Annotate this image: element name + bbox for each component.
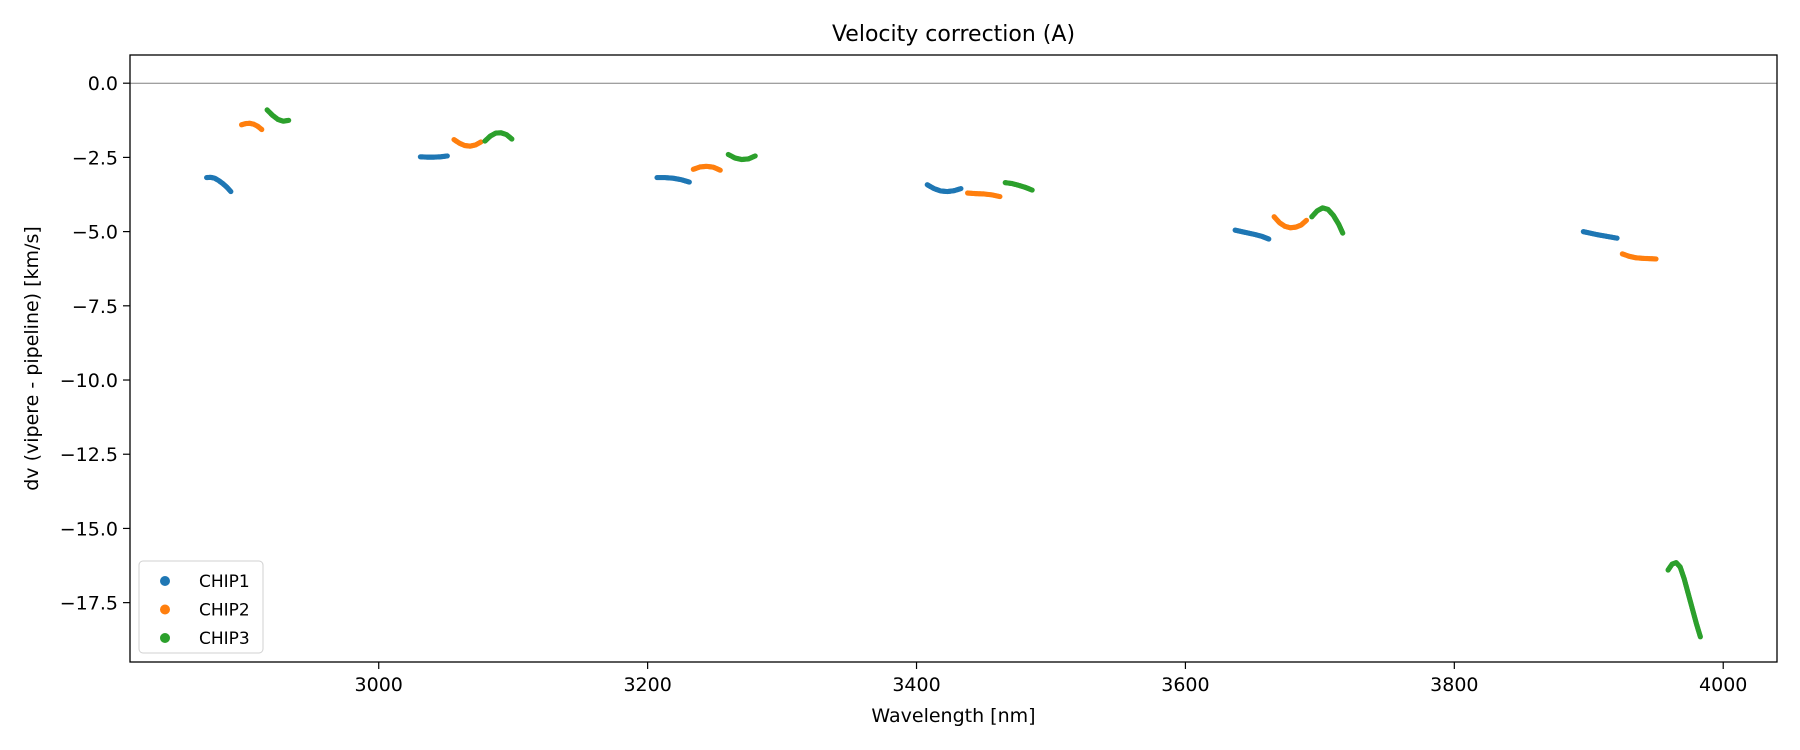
x-tick-label: 3600 xyxy=(1161,674,1209,696)
x-tick-label: 3000 xyxy=(355,674,403,696)
series-chip2 xyxy=(238,120,1659,262)
series-chip1-segment xyxy=(924,182,964,195)
data-point xyxy=(997,193,1003,200)
data-point xyxy=(1029,187,1035,193)
x-tick-label: 4000 xyxy=(1699,674,1747,696)
data-point xyxy=(478,139,484,145)
data-point xyxy=(259,126,265,133)
series-chip3-segment xyxy=(482,130,515,144)
data-point xyxy=(1653,256,1659,262)
y-tick-label: −5.0 xyxy=(72,222,118,244)
y-tick-label: −10.0 xyxy=(60,370,118,392)
x-tick-label: 3400 xyxy=(892,674,940,696)
x-tick-label: 3200 xyxy=(623,674,671,696)
y-tick-label: −2.5 xyxy=(72,147,118,169)
legend-label-chip3: CHIP3 xyxy=(199,629,250,649)
data-point xyxy=(1266,236,1272,242)
x-axis-label: Wavelength [nm] xyxy=(871,705,1035,727)
series-chip3-segment xyxy=(1309,205,1346,236)
data-point xyxy=(444,153,450,159)
series-chip3 xyxy=(264,107,1703,640)
legend: CHIP1 CHIP2 CHIP3 xyxy=(138,560,264,654)
y-tick-label: 0.0 xyxy=(88,73,118,95)
series-chip1-segment xyxy=(1232,227,1272,242)
series-chip1 xyxy=(204,153,1620,242)
x-tick-label: 3800 xyxy=(1430,674,1478,696)
data-point xyxy=(1697,634,1703,640)
series-chip2-segment xyxy=(965,190,1003,200)
series-chip1-segment xyxy=(1580,229,1620,241)
series-chip3-segment xyxy=(725,151,758,163)
series-chip2-segment xyxy=(238,120,265,133)
series-chip3-segment xyxy=(1665,559,1703,640)
data-point xyxy=(717,167,723,173)
legend-marker-chip2 xyxy=(160,604,170,615)
x-axis: 3000 3200 3400 3600 3800 4000 xyxy=(355,662,1747,696)
data-point xyxy=(752,153,758,159)
legend-label-chip2: CHIP2 xyxy=(199,601,250,621)
data-point xyxy=(958,185,964,192)
series-chip1-segment xyxy=(417,153,450,160)
series-chip3-segment xyxy=(264,107,292,124)
data-point xyxy=(509,136,515,142)
data-point xyxy=(1340,230,1346,236)
y-tick-label: −15.0 xyxy=(60,518,118,540)
y-tick-label: −7.5 xyxy=(72,296,118,318)
data-point xyxy=(228,188,234,195)
legend-label-chip1: CHIP1 xyxy=(199,572,250,592)
series-chip1-segment xyxy=(654,174,692,185)
legend-box xyxy=(138,560,264,654)
series-chip3-segment xyxy=(1002,180,1035,193)
data-point xyxy=(1614,235,1620,241)
y-tick-label: −17.5 xyxy=(60,593,118,615)
plot-frame xyxy=(129,54,1778,663)
series-chip2-segment xyxy=(1619,251,1659,262)
y-axis-label: dv (vipere - pipeline) [km/s] xyxy=(21,226,43,491)
legend-marker-chip3 xyxy=(160,633,170,643)
y-axis: 0.0 −2.5 −5.0 −7.5 −10.0 −12.5 −15.0 −17.5 xyxy=(60,73,130,615)
data-point xyxy=(686,179,692,185)
series-chip2-segment xyxy=(1271,214,1310,231)
chart-title: Velocity correction (A) xyxy=(832,22,1075,47)
data-point xyxy=(1303,217,1310,223)
legend-marker-chip1 xyxy=(160,576,170,586)
series-chip1-segment xyxy=(204,174,234,195)
y-tick-label: −12.5 xyxy=(60,444,118,466)
data-series xyxy=(204,107,1703,640)
series-chip2-segment xyxy=(451,136,484,149)
series-chip2-segment xyxy=(690,163,723,173)
data-point xyxy=(286,117,292,123)
